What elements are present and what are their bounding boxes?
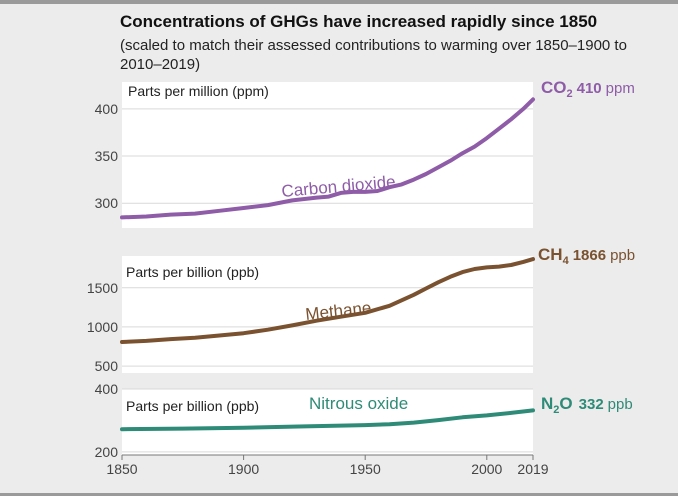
formula: CO — [541, 78, 567, 97]
formula: N — [541, 394, 553, 413]
x-tick-label: 1900 — [228, 461, 259, 477]
formula-subscript: 2 — [567, 88, 573, 100]
axis-unit-label: Parts per billion (ppb) — [126, 264, 259, 280]
y-tick-label: 350 — [95, 148, 119, 164]
end-value: 1866 — [573, 247, 606, 264]
axis-unit-label: Parts per million (ppm) — [128, 83, 269, 99]
end-value: 410 — [577, 80, 602, 97]
chart-subtitle: (scaled to match their assessed contribu… — [120, 37, 627, 73]
y-tick-label: 400 — [95, 381, 119, 397]
x-tick-label: 2019 — [517, 461, 548, 477]
formula-subscript: 4 — [563, 255, 570, 267]
axis-unit-label: Parts per billion (ppb) — [126, 398, 259, 414]
panel-nitrous-oxide: 200 400 Parts per billion (ppb) Nitrous oxi… — [95, 381, 633, 460]
end-value: 332 — [579, 396, 604, 413]
y-tick-label: 300 — [95, 195, 119, 211]
end-unit: ppb — [608, 396, 633, 413]
top-border — [0, 0, 678, 4]
panel-background — [122, 256, 533, 373]
end-value-label: CO2 410 ppm — [541, 78, 635, 100]
x-tick-label: 2000 — [471, 461, 502, 477]
x-tick-label: 1850 — [106, 461, 137, 477]
end-value-label: CH4 1866 ppb — [538, 245, 635, 267]
y-tick-label: 400 — [95, 101, 119, 117]
y-tick-label: 1500 — [87, 280, 118, 296]
end-unit: ppm — [606, 80, 635, 97]
series-line — [120, 97, 535, 220]
y-tick-label: 500 — [95, 358, 119, 374]
chart-title: Concentrations of GHGs have increased ra… — [120, 12, 598, 31]
y-tick-label: 1000 — [87, 319, 118, 335]
formula: CH — [538, 245, 563, 264]
panel-background — [122, 389, 533, 455]
bottom-border — [0, 493, 678, 496]
formula-subscript: 2 — [553, 404, 559, 416]
panel-background — [122, 82, 533, 228]
formula-suffix: O — [559, 394, 572, 413]
series-label: Nitrous oxide — [309, 394, 408, 413]
series-line — [120, 408, 535, 432]
end-value-label: N2O 332 ppb — [541, 394, 633, 416]
series-line — [120, 257, 535, 344]
x-tick-label: 1950 — [350, 461, 381, 477]
y-tick-label: 200 — [95, 444, 119, 460]
end-unit: ppb — [610, 247, 635, 264]
